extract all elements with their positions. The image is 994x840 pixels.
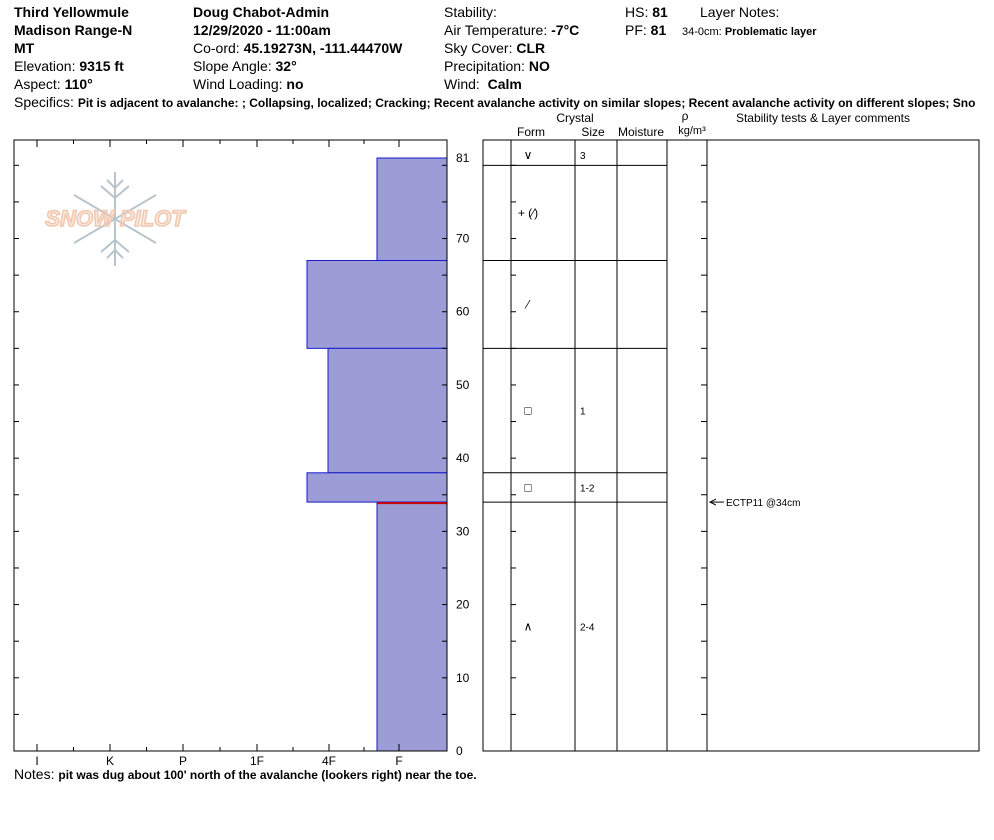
snow-profile-chart: SNOW PILOT 0 10 20 30 40 50 60 70 81 I K P 1F 4F F ∨ 3…: [13, 109, 980, 768]
x-tick-label: I: [35, 754, 38, 768]
layer-note: 34-0cm: Problematic layer: [682, 24, 817, 40]
wind-value: Calm: [487, 76, 522, 92]
y-tick-label: 20: [456, 598, 470, 612]
location-name: Third Yellowmule: [14, 4, 129, 20]
snowpilot-logo: SNOW PILOT: [45, 172, 187, 266]
layer-note-range: 34-0cm:: [682, 26, 722, 38]
coord-row: Co-ord: 45.19273N, -111.44470W: [193, 40, 402, 56]
density-unit-header: kg/m³: [678, 125, 706, 137]
hs-value: 81: [652, 4, 668, 20]
layer-bar: [306, 259, 448, 349]
observer-name: Doug Chabot-Admin: [193, 4, 330, 20]
notes-label: Notes:: [14, 766, 55, 782]
coord-label: Co-ord:: [193, 40, 240, 56]
observation-datetime: 12/29/2020 - 11:00am: [193, 22, 331, 38]
wind-loading-row: Wind Loading: no: [193, 76, 304, 92]
stability-comments-header: Stability tests & Layer comments: [736, 111, 910, 125]
y-tick-label: 0: [456, 744, 463, 758]
stability-label: Stability:: [444, 4, 497, 20]
sky-row: Sky Cover: CLR: [444, 40, 545, 56]
crystal-table: ∨ 3 + (⁄) ⁄ □ 1 □ 1-2 ∧ 2-4 ECTP11 @34cm: [482, 139, 980, 752]
precip-label: Precipitation:: [444, 58, 525, 74]
wind-loading-value: no: [286, 76, 304, 92]
layer-bar: [306, 472, 448, 503]
elevation-value: 9315 ft: [79, 58, 124, 74]
air-temp-row: Air Temperature: -7°C: [444, 22, 579, 38]
y-tick-label: 50: [456, 378, 470, 392]
x-tick-label: F: [395, 754, 402, 768]
x-tick-label: K: [106, 754, 114, 768]
slope-row: Slope Angle: 32°: [193, 58, 297, 74]
snowflake-icon: [73, 172, 157, 266]
air-temp-value: -7°C: [551, 22, 580, 38]
stability-test-label: ECTP11 @34cm: [726, 498, 800, 509]
air-temp-label: Air Temperature:: [444, 22, 548, 38]
hs-label: HS:: [625, 4, 649, 20]
specifics-label: Specifics:: [14, 94, 74, 110]
pf-label: PF:: [625, 22, 647, 38]
layer-notes-label: Layer Notes:: [700, 4, 780, 20]
crystal-form-symbol: ⁄: [524, 297, 531, 311]
state-name: MT: [14, 40, 35, 56]
size-header: Size: [581, 125, 605, 139]
crystal-table-frame: [482, 139, 980, 752]
hardness-profile: 0 10 20 30 40 50 60 70 81 I K P 1F 4F F: [13, 139, 470, 768]
wind-label: Wind:: [444, 76, 480, 92]
aspect-label: Aspect:: [14, 76, 61, 92]
pf-value: 81: [650, 22, 667, 38]
sky-label: Sky Cover:: [444, 40, 513, 56]
precip-row: Precipitation: NO: [444, 58, 550, 74]
wind-row: Wind: Calm: [444, 76, 522, 92]
hs-row: HS: 81: [625, 4, 668, 20]
notes-row: Notes: pit was dug about 100' north of t…: [14, 766, 477, 783]
layer-note-text: Problematic layer: [724, 26, 817, 38]
y-tick-label: 70: [456, 232, 470, 246]
crystal-size-value: 1: [580, 407, 586, 418]
moisture-header: Moisture: [618, 125, 664, 139]
hardness-plot-frame: [13, 139, 448, 752]
aspect-value: 110°: [64, 76, 93, 92]
crystal-size-value: 2-4: [580, 623, 595, 634]
range-name: Madison Range-N: [14, 22, 133, 38]
x-tick-label: P: [179, 754, 187, 768]
elevation-row: Elevation: 9315 ft: [14, 58, 124, 74]
rho-header: ρ: [682, 109, 689, 123]
layer-bar: [376, 157, 448, 261]
stability-test-arrowhead: [708, 498, 717, 506]
crystal-header: Crystal: [556, 111, 593, 125]
x-tick-label: 4F: [322, 754, 336, 768]
specifics-row: Specifics: Pit is adjacent to avalanche:…: [14, 94, 994, 111]
layer-bar: [327, 347, 448, 474]
pf-row: PF: 81: [625, 22, 666, 38]
layer-bar: [376, 501, 448, 752]
wind-loading-label: Wind Loading:: [193, 76, 283, 92]
logo-text: SNOW PILOT: [45, 206, 186, 231]
slope-value: 32°: [275, 58, 297, 74]
y-tick-label: 10: [456, 671, 470, 685]
x-tick-label: 1F: [250, 754, 264, 768]
elevation-label: Elevation:: [14, 58, 76, 74]
crystal-size-value: 3: [580, 151, 586, 162]
y-tick-label: 30: [456, 524, 470, 538]
form-header: Form: [517, 125, 545, 139]
crystal-form-symbol: + (⁄): [518, 206, 538, 220]
y-tick-label: 81: [456, 151, 470, 165]
crystal-form-symbol: □: [524, 480, 531, 494]
coord-value: 45.19273N, -111.44470W: [243, 40, 403, 56]
specifics-text: Pit is adjacent to avalanche: ; Collapsi…: [77, 96, 976, 110]
notes-text: pit was dug about 100' north of the aval…: [58, 768, 477, 782]
crystal-form-symbol: □: [524, 404, 531, 418]
slope-label: Slope Angle:: [193, 58, 272, 74]
y-tick-label: 60: [456, 305, 470, 319]
y-tick-label: 40: [456, 451, 470, 465]
precip-value: NO: [528, 58, 550, 74]
sky-value: CLR: [516, 40, 546, 56]
crystal-form-symbol: ∨: [524, 148, 533, 162]
aspect-row: Aspect: 110°: [14, 76, 93, 92]
stability-row: Stability:: [444, 4, 497, 20]
crystal-form-symbol: ∧: [524, 620, 533, 634]
crystal-size-value: 1-2: [580, 483, 595, 494]
